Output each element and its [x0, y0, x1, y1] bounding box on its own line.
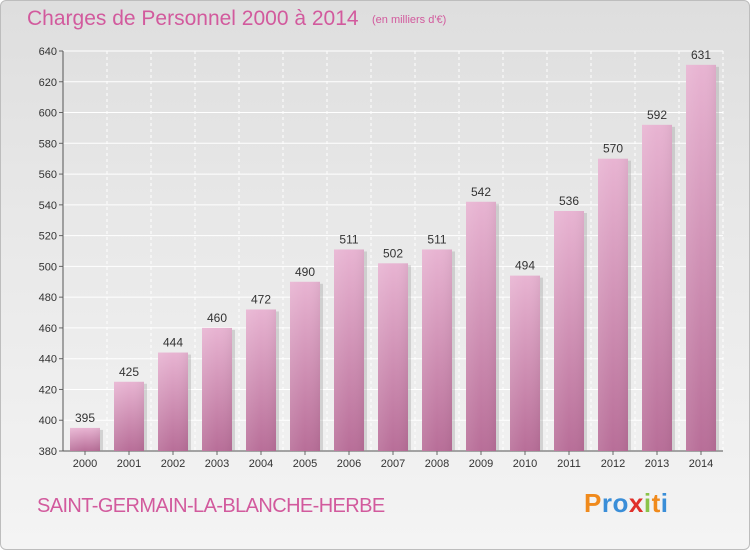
y-tick-label: 500 [39, 261, 57, 273]
bar-highlight [290, 281, 320, 451]
y-tick-label: 580 [39, 138, 57, 150]
data-label: 460 [207, 311, 227, 325]
y-tick-label: 640 [39, 46, 57, 58]
chart-subtitle: (en milliers d'€) [372, 14, 447, 26]
logo-letter: o [612, 488, 629, 518]
data-label: 592 [647, 108, 667, 122]
x-tick-label: 2009 [469, 458, 493, 470]
data-label: 542 [471, 185, 491, 199]
bar-highlight [202, 327, 232, 451]
logo-letter: P [584, 488, 602, 518]
y-tick-label: 440 [39, 354, 57, 366]
x-tick-label: 2000 [73, 458, 97, 470]
x-tick-label: 2006 [337, 458, 361, 470]
labels: 380 400 420 440 460 480 500 520 540 560 580 600 620 6… [39, 46, 714, 470]
x-tick-label: 2007 [381, 458, 405, 470]
y-tick-label: 600 [39, 108, 57, 120]
bar-highlight [554, 211, 584, 451]
bar-highlight [466, 201, 496, 451]
logo-letter: r [601, 488, 613, 518]
bar-highlight [246, 309, 276, 451]
x-tick-label: 2001 [117, 458, 141, 470]
x-tick-label: 2005 [293, 458, 317, 470]
logo-letter: x [628, 488, 644, 518]
y-tick-label: 520 [39, 231, 57, 243]
chart-title: Charges de Personnel 2000 à 2014 [27, 7, 359, 30]
data-label: 570 [603, 142, 623, 156]
bar-highlight [378, 263, 408, 451]
y-tick-label: 420 [39, 384, 57, 396]
logo-letter: t [651, 488, 661, 518]
x-tick-label: 2013 [645, 458, 669, 470]
bar-highlight [422, 249, 452, 451]
data-label: 536 [559, 194, 579, 208]
y-tick-label: 560 [39, 169, 57, 181]
data-label: 425 [119, 365, 139, 379]
y-tick-label: 380 [39, 446, 57, 458]
x-tick-label: 2014 [689, 458, 713, 470]
y-tick-label: 620 [39, 77, 57, 89]
proxiti-logo: Proxiti [584, 488, 668, 519]
data-label: 511 [339, 232, 358, 246]
data-label: 444 [163, 336, 183, 350]
y-tick-label: 460 [39, 323, 57, 335]
bar-highlight [598, 158, 628, 451]
bar-highlight [686, 64, 716, 451]
x-tick-label: 2003 [205, 458, 229, 470]
data-label: 502 [383, 246, 403, 260]
x-tick-label: 2012 [601, 458, 625, 470]
bar-highlight [334, 249, 364, 451]
y-tick-label: 540 [39, 200, 57, 212]
x-tick-label: 2008 [425, 458, 449, 470]
data-label: 494 [515, 259, 535, 273]
data-label: 395 [75, 411, 95, 425]
bar-highlight [642, 124, 672, 451]
bars [70, 64, 719, 451]
bar-highlight [158, 352, 188, 451]
y-tick-label: 480 [39, 292, 57, 304]
y-tick-label: 400 [39, 415, 57, 427]
bar-highlight [510, 275, 540, 451]
bar-highlight [114, 381, 144, 451]
x-tick-label: 2011 [557, 458, 581, 470]
logo-letter: i [643, 488, 652, 518]
data-label: 472 [251, 292, 271, 306]
x-tick-label: 2002 [161, 458, 185, 470]
x-tick-label: 2004 [249, 458, 273, 470]
logo-letter: i [660, 488, 669, 518]
x-tick-label: 2010 [513, 458, 537, 470]
data-label: 511 [427, 232, 446, 246]
data-label: 631 [691, 48, 711, 62]
commune-name: SAINT-GERMAIN-LA-BLANCHE-HERBE [37, 495, 385, 517]
data-label: 490 [295, 265, 315, 279]
bar-highlight [70, 427, 100, 451]
